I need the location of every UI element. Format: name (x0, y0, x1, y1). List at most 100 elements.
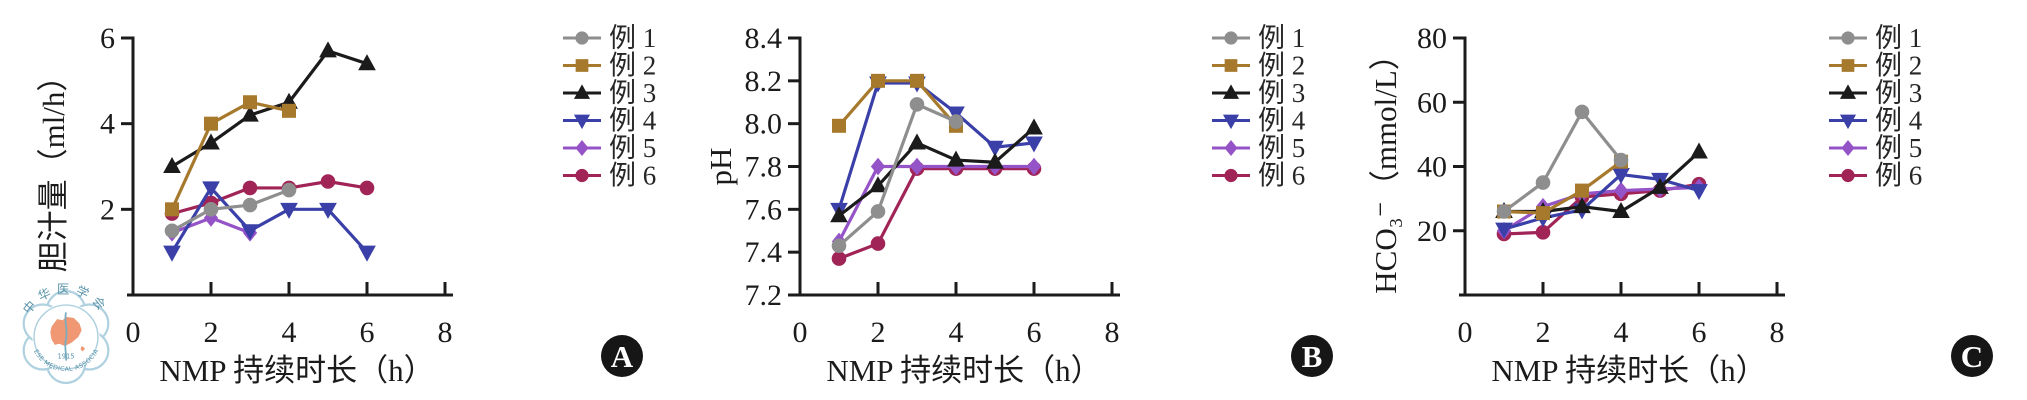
legend-item-例 1: 例 1 (1212, 23, 1305, 53)
legend-item-例 5: 例 5 (1829, 133, 1922, 163)
circle-marker (870, 236, 886, 251)
panel-badge (1291, 335, 1333, 377)
diamond-marker (1841, 140, 1855, 156)
triangle-up-marker (241, 105, 259, 122)
x-tick-label: 6 (1692, 316, 1707, 349)
panel-badge-letter: C (1961, 339, 1983, 374)
y-tick-label: 7.8 (745, 151, 783, 184)
legend-label: 例 1 (609, 23, 656, 53)
legend-label: 例 6 (1875, 161, 1922, 191)
series-例 5 (831, 157, 1042, 251)
triangle-down-marker (1495, 222, 1513, 239)
triangle-down-marker (1690, 184, 1708, 201)
circle-marker (575, 168, 589, 183)
circle-marker (242, 197, 258, 213)
x-axis-label: NMP 持续时长（h） (1491, 353, 1766, 388)
square-marker (1536, 206, 1550, 221)
legend-label: 例 3 (1258, 78, 1305, 108)
legend-item-例 1: 例 1 (1829, 23, 1922, 53)
square-marker (282, 103, 296, 118)
legend-item-例 5: 例 5 (1212, 133, 1305, 163)
circle-marker (164, 223, 180, 239)
axes (788, 36, 1120, 297)
legend-item-例 6: 例 6 (1829, 161, 1922, 191)
axes (121, 36, 453, 297)
y-tick-label: 8.0 (745, 108, 783, 141)
triangle-up-marker (1612, 201, 1630, 218)
circle-marker (870, 204, 886, 219)
y-tick-label: 2 (100, 193, 115, 226)
legend-label: 例 5 (1875, 133, 1922, 163)
circle-marker (1613, 152, 1629, 168)
legend-label: 例 4 (1258, 106, 1306, 136)
square-marker (1575, 183, 1589, 198)
circle-marker (203, 202, 219, 217)
circle-marker (831, 251, 847, 266)
circle-marker (1224, 168, 1238, 183)
triangle-up-marker (163, 156, 181, 173)
y-tick-label: 6 (100, 22, 115, 55)
circle-marker (1574, 104, 1590, 120)
triangle-up-marker (1690, 142, 1708, 159)
circle-marker (831, 238, 847, 254)
x-tick-label: 2 (1536, 316, 1551, 349)
legend-label: 例 6 (1258, 161, 1305, 191)
triangle-down-marker (1839, 114, 1857, 130)
legend-label: 例 3 (1875, 78, 1922, 108)
x-axis-label: NMP 持续时长（h） (826, 353, 1101, 388)
square-marker (1224, 59, 1238, 72)
square-marker (910, 73, 924, 88)
circle-marker (1224, 31, 1238, 45)
circle-marker (1535, 175, 1551, 190)
triangle-up-marker (830, 206, 848, 223)
triangle-down-marker (358, 245, 376, 262)
series-例 1 (831, 97, 964, 254)
circle-marker (1841, 168, 1855, 183)
triangle-down-marker (241, 224, 259, 241)
square-marker (204, 116, 218, 131)
legend-item-例 3: 例 3 (563, 78, 656, 108)
diamond-marker (1613, 181, 1629, 200)
triangle-up-marker (1651, 177, 1669, 194)
cma-logo-island (80, 345, 86, 352)
circle-marker (359, 180, 375, 196)
y-tick-label: 4 (100, 108, 115, 141)
legend-item-例 2: 例 2 (563, 51, 656, 81)
cma-logo-staff-icon (64, 312, 68, 361)
legend-label: 例 2 (1258, 51, 1305, 81)
legend-item-例 2: 例 2 (1212, 51, 1305, 81)
panel-badge-letter: A (611, 339, 634, 374)
legend-item-例 3: 例 3 (1212, 78, 1305, 108)
square-marker (165, 202, 179, 217)
triangle-down-marker (202, 181, 220, 198)
circle-marker (320, 174, 336, 189)
y-tick-label: 8.2 (745, 65, 783, 98)
diamond-marker (575, 140, 589, 156)
triangle-up-marker (908, 133, 926, 150)
axes (1453, 36, 1785, 297)
y-tick-label: 8.4 (745, 22, 783, 55)
y-tick-label: 80 (1417, 22, 1447, 55)
series-例 4 (163, 181, 376, 262)
cma-logo-year: 1915 (57, 352, 74, 360)
series-例 2 (165, 95, 296, 217)
triangle-up-marker (1025, 118, 1043, 135)
legend-label: 例 1 (1258, 23, 1305, 53)
legend-label: 例 4 (1875, 106, 1923, 136)
square-marker (871, 73, 885, 88)
x-axis-label: NMP 持续时长（h） (159, 353, 434, 388)
legend-label: 例 6 (609, 161, 656, 191)
circle-marker (1841, 31, 1855, 45)
triangle-down-marker (986, 140, 1004, 157)
cma-logo-petal-ring (22, 289, 110, 385)
y-axis-label: 胆汁量（ml/h） (36, 61, 71, 273)
chart-c-hco3: 20 40 60 80 0 2 4 6 8 NMP 持续时长（h） HCO₃⁻（mmol/L） 例 1… (1332, 0, 2027, 400)
triangle-up-marker (358, 54, 376, 71)
diamond-marker (909, 157, 925, 176)
x-tick-label: 0 (793, 316, 808, 349)
series-例 1 (1496, 104, 1629, 219)
series-例 3 (830, 118, 1043, 223)
